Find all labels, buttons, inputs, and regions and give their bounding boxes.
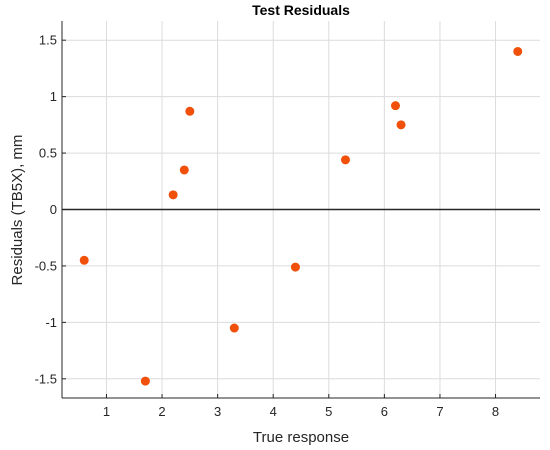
data-point bbox=[140, 376, 150, 386]
x-tick-label: 3 bbox=[214, 404, 221, 419]
data-point bbox=[390, 101, 400, 111]
y-tick-label: -1 bbox=[45, 315, 57, 330]
x-tick-label: 1 bbox=[103, 404, 110, 419]
tick-labels: 1 2 3 4 5 6 7 8 -1.5 -1 -0.5 0 0.5 1 1.5 bbox=[35, 33, 500, 419]
x-tick-label: 8 bbox=[492, 404, 499, 419]
y-tick-label: -0.5 bbox=[35, 258, 57, 273]
y-axis-label: Residuals (TB5X), mm bbox=[9, 135, 26, 286]
data-points bbox=[79, 46, 523, 386]
x-tick-label: 2 bbox=[158, 404, 165, 419]
x-axis-label: True response bbox=[253, 429, 349, 446]
chart-title: Test Residuals bbox=[252, 2, 350, 18]
data-point bbox=[79, 255, 89, 265]
y-tick-label: 0.5 bbox=[39, 146, 57, 161]
data-point bbox=[340, 155, 350, 165]
data-point bbox=[513, 46, 523, 56]
axes bbox=[61, 21, 540, 399]
data-point bbox=[290, 262, 300, 272]
data-point bbox=[179, 165, 189, 175]
y-tick-label: 0 bbox=[50, 202, 57, 217]
x-tick-label: 7 bbox=[436, 404, 443, 419]
x-tick-label: 5 bbox=[325, 404, 332, 419]
data-point bbox=[168, 190, 178, 200]
x-tick-label: 4 bbox=[270, 404, 277, 419]
data-point bbox=[229, 323, 239, 333]
x-tick-label: 6 bbox=[381, 404, 388, 419]
y-tick-label: 1 bbox=[50, 89, 57, 104]
y-tick-label: -1.5 bbox=[35, 371, 57, 386]
data-point bbox=[396, 120, 406, 130]
data-point bbox=[185, 106, 195, 116]
y-tick-label: 1.5 bbox=[39, 33, 57, 48]
